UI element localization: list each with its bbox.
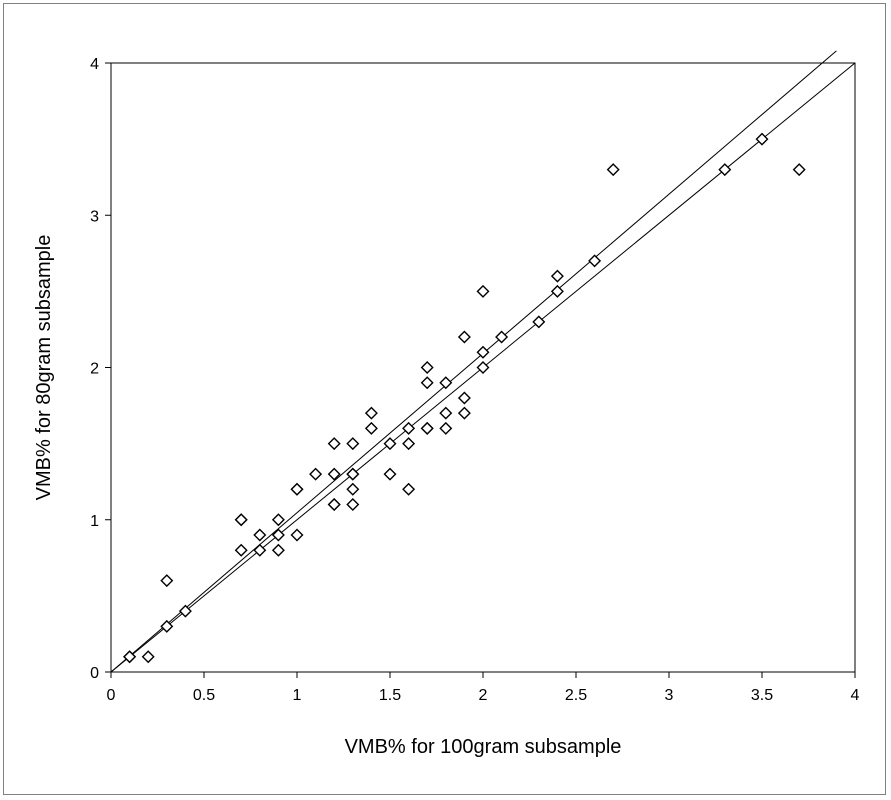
y-tick-label: 0 [90, 665, 99, 682]
x-tick-label: 0.5 [193, 687, 215, 704]
data-point [364, 406, 378, 420]
data-point [420, 361, 434, 374]
data-point [327, 437, 341, 451]
data-point [178, 604, 192, 618]
data-point [253, 528, 267, 542]
data-point [327, 498, 341, 512]
data-point [141, 650, 155, 664]
data-point [346, 482, 360, 496]
x-tick-label: 3 [665, 687, 674, 704]
y-tick-label: 4 [90, 56, 99, 73]
data-point [346, 498, 360, 512]
data-point [755, 132, 769, 146]
data-point [476, 284, 490, 298]
y-axis: 0 1 2 3 4 [90, 56, 111, 682]
data-point [234, 513, 248, 527]
data-point [457, 406, 471, 420]
y-tick-label: 3 [90, 208, 99, 225]
data-point [550, 269, 564, 283]
data-point [457, 330, 471, 344]
data-points [123, 132, 806, 664]
data-point [495, 330, 509, 344]
data-point [550, 284, 564, 298]
data-point [792, 163, 806, 177]
data-point [271, 543, 285, 557]
data-point [346, 467, 360, 481]
data-point [123, 650, 137, 664]
data-point [253, 543, 267, 557]
y-axis-title: VMB% for 80gram subsample [33, 235, 55, 501]
data-point [383, 437, 397, 451]
data-point [476, 361, 490, 374]
data-point [718, 163, 732, 177]
data-point [420, 421, 434, 435]
data-point [383, 467, 397, 481]
data-point [532, 315, 546, 329]
data-point [327, 467, 341, 481]
data-point [420, 376, 434, 390]
x-tick-label: 4 [851, 687, 860, 704]
x-tick-label: 2.5 [565, 687, 587, 704]
data-point [439, 421, 453, 435]
data-point [271, 528, 285, 542]
data-point [588, 254, 602, 268]
data-point [290, 528, 304, 542]
x-axis-title: VMB% for 100gram subsample [345, 736, 622, 758]
x-tick-label: 2 [479, 687, 488, 704]
trend-line-fit [110, 50, 837, 673]
data-point [439, 406, 453, 420]
x-axis: 0 0.5 1 1.5 2 2.5 3 3.5 4 [107, 672, 860, 704]
data-point [290, 482, 304, 496]
data-point [402, 421, 416, 435]
data-point [364, 421, 378, 435]
x-tick-label: 1 [293, 687, 302, 704]
data-point [234, 543, 248, 557]
data-point [402, 482, 416, 496]
data-point [402, 437, 416, 451]
data-point [271, 513, 285, 527]
y-tick-label: 2 [90, 361, 99, 378]
data-point [346, 437, 360, 451]
data-point [439, 376, 453, 390]
data-point [160, 574, 174, 588]
data-point [476, 345, 490, 359]
x-tick-label: 3.5 [751, 687, 773, 704]
x-tick-label: 1.5 [379, 687, 401, 704]
data-point [457, 391, 471, 405]
x-tick-label: 0 [107, 687, 116, 704]
data-point [160, 619, 174, 633]
data-point [606, 163, 620, 177]
y-tick-label: 1 [90, 513, 99, 530]
data-point [309, 467, 323, 481]
